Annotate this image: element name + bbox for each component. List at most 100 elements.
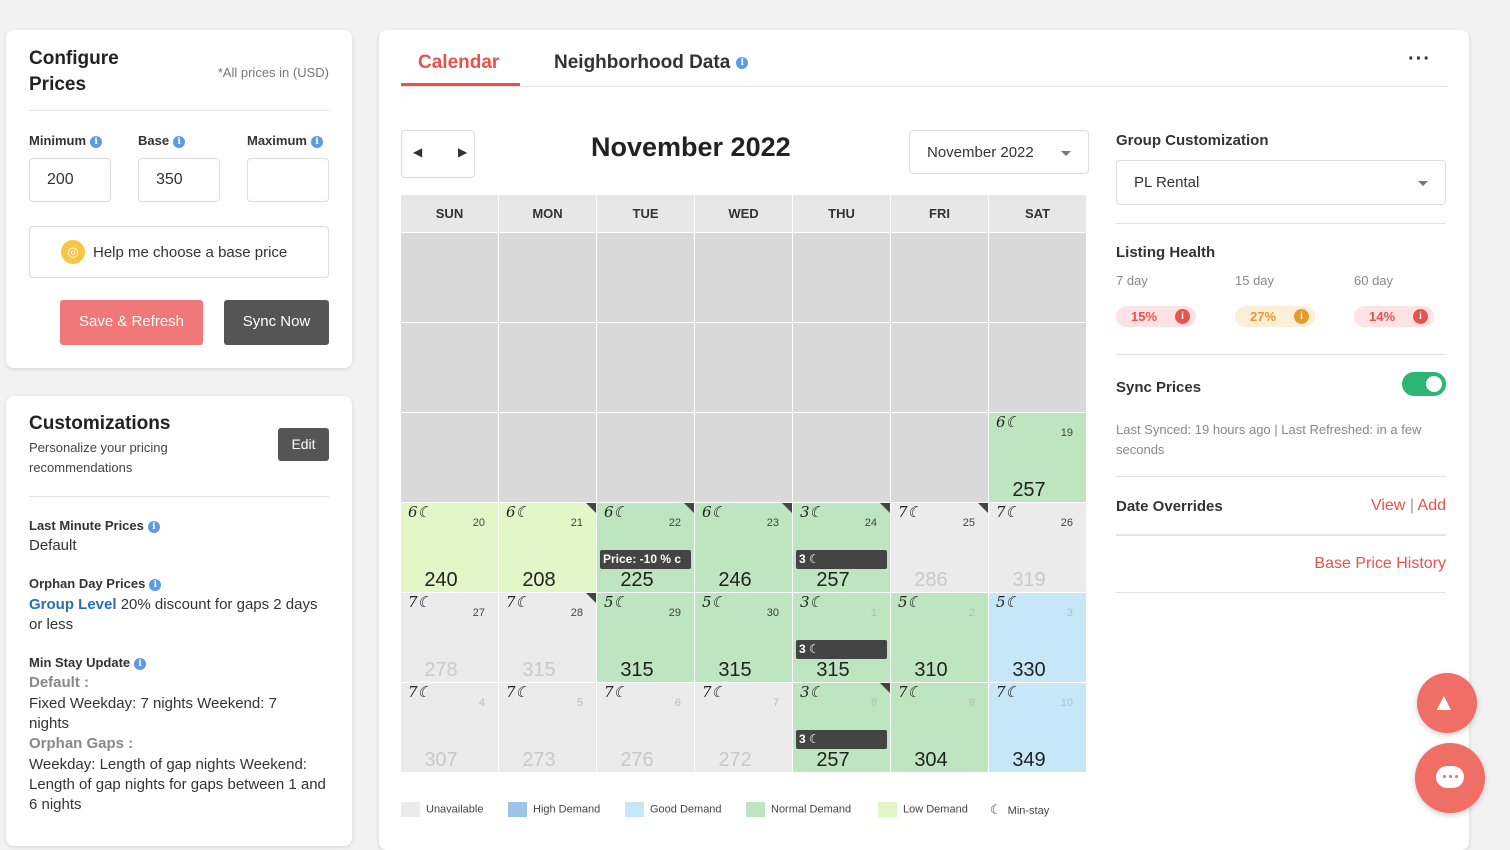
minimum-label: Minimum i: [29, 133, 103, 148]
calendar-day-cell[interactable]: 7☾ 27 278: [401, 593, 498, 682]
currency-note: *All prices in (USD): [217, 65, 329, 80]
min-stay-indicator: 6☾: [996, 413, 1019, 431]
calendar-day-cell[interactable]: 6☾ 20 240: [401, 503, 498, 592]
info-icon[interactable]: i: [90, 135, 103, 148]
divider: [29, 496, 329, 497]
weekday-header: THU: [793, 195, 890, 232]
override-badge: Price: -10 % c: [600, 550, 691, 569]
academy-button[interactable]: ▲: [1417, 673, 1477, 733]
calendar-day-cell[interactable]: 7☾ 7 272: [695, 683, 792, 772]
override-corner-icon: [782, 503, 792, 513]
sync-prices-toggle[interactable]: [1402, 372, 1446, 396]
sync-now-button[interactable]: Sync Now: [224, 300, 329, 345]
base-price-history-link[interactable]: Base Price History: [1314, 555, 1446, 572]
calendar-day-cell[interactable]: 3☾ 8 3 ☾ 257: [793, 683, 890, 772]
calendar-day-cell[interactable]: 7☾ 28 315: [499, 593, 596, 682]
info-icon[interactable]: i: [1175, 309, 1190, 324]
day-price: 276: [620, 749, 654, 771]
calendar-day-cell[interactable]: 7☾ 26 319: [989, 503, 1086, 592]
legend-item: High Demand: [508, 802, 600, 817]
more-menu-icon[interactable]: ···: [1408, 48, 1431, 70]
divider: [29, 110, 329, 111]
divider: [1116, 223, 1446, 224]
override-corner-icon: [880, 683, 890, 693]
weekday-header: FRI: [891, 195, 988, 232]
calendar-empty-cell: [695, 233, 792, 322]
group-select[interactable]: PL Rental: [1116, 160, 1446, 205]
save-refresh-button[interactable]: Save & Refresh: [60, 300, 203, 345]
minimum-price-input[interactable]: 200: [29, 158, 111, 202]
maximum-price-input[interactable]: [247, 158, 329, 202]
customizations-subtitle: Personalize your pricing recommendations: [29, 440, 168, 475]
edit-button[interactable]: Edit: [278, 428, 329, 461]
day-price: 225: [620, 569, 654, 591]
toggle-knob: [1426, 376, 1442, 392]
day-price: 257: [816, 749, 850, 771]
base-price-input[interactable]: 350: [138, 158, 220, 202]
legend-label: Min-stay: [1007, 805, 1050, 817]
calendar-day-cell[interactable]: 7☾ 4 307: [401, 683, 498, 772]
active-tab-indicator: [401, 83, 520, 86]
day-number: 21: [570, 517, 583, 529]
min-stay-indicator: 7☾: [506, 593, 529, 611]
day-number: 24: [864, 517, 877, 529]
calendar-empty-cell: [793, 233, 890, 322]
override-badge: 3 ☾: [796, 550, 887, 569]
calendar-day-cell[interactable]: 7☾ 25 286: [891, 503, 988, 592]
add-override-link[interactable]: Add: [1417, 497, 1446, 514]
calendar-empty-cell: [891, 413, 988, 502]
calendar-day-cell[interactable]: 6☾ 22 Price: -10 % c 225: [597, 503, 694, 592]
maximum-label: Maximum i: [247, 133, 323, 148]
calendar-day-cell[interactable]: 7☾ 6 276: [597, 683, 694, 772]
legend-item: Unavailable: [401, 802, 483, 817]
info-icon[interactable]: i: [173, 135, 186, 148]
calendar-day-cell[interactable]: 6☾ 23 246: [695, 503, 792, 592]
next-month-icon[interactable]: ▶: [458, 145, 468, 159]
day-number: 26: [1060, 517, 1073, 529]
orphan-gaps-label: Orphan Gaps :: [29, 735, 134, 752]
min-stay-indicator: 7☾: [604, 683, 627, 701]
day-number: 29: [668, 607, 681, 619]
month-select[interactable]: November 2022: [909, 130, 1089, 174]
legend-swatch: [401, 802, 420, 817]
tab-calendar[interactable]: Calendar: [418, 52, 500, 73]
info-icon[interactable]: i: [310, 135, 323, 148]
calendar-day-cell[interactable]: 6☾ 21 208: [499, 503, 596, 592]
day-price: 240: [424, 569, 458, 591]
calendar-day-cell[interactable]: 3☾ 1 3 ☾ 315: [793, 593, 890, 682]
calendar-day-cell[interactable]: 7☾ 9 304: [891, 683, 988, 772]
weekday-header: MON: [499, 195, 596, 232]
calendar-day-cell[interactable]: 5☾ 2 310: [891, 593, 988, 682]
tab-neighborhood-data[interactable]: Neighborhood Data i: [554, 52, 749, 74]
min-stay-indicator: 7☾: [898, 683, 921, 701]
view-overrides-link[interactable]: View: [1370, 497, 1406, 514]
day-price: 286: [914, 569, 948, 591]
help-base-price-button[interactable]: ◎ Help me choose a base price: [29, 226, 329, 278]
chat-button[interactable]: [1415, 743, 1485, 813]
calendar-day-cell[interactable]: 7☾ 5 273: [499, 683, 596, 772]
calendar-day-cell[interactable]: 6☾ 19 257: [989, 413, 1086, 502]
min-stay-indicator: 5☾: [702, 593, 725, 611]
calendar-day-cell[interactable]: 3☾ 24 3 ☾ 257: [793, 503, 890, 592]
info-icon[interactable]: i: [1294, 309, 1309, 324]
configure-prices-card: Configure Prices *All prices in (USD) Mi…: [6, 30, 352, 368]
calendar-empty-cell: [989, 233, 1086, 322]
calendar-day-cell[interactable]: 5☾ 29 315: [597, 593, 694, 682]
calendar-day-cell[interactable]: 5☾ 30 315: [695, 593, 792, 682]
min-stay-indicator: 7☾: [408, 593, 431, 611]
moon-icon: ☾: [990, 802, 1002, 817]
day-price: 315: [718, 659, 752, 681]
day-price: 315: [522, 659, 556, 681]
day-price: 307: [424, 749, 458, 771]
day-price: 315: [620, 659, 654, 681]
prev-month-icon[interactable]: ◀: [413, 145, 423, 159]
calendar-day-cell[interactable]: 7☾ 10 349: [989, 683, 1086, 772]
info-icon[interactable]: i: [147, 520, 160, 533]
info-icon[interactable]: i: [149, 578, 162, 591]
calendar-day-cell[interactable]: 5☾ 3 330: [989, 593, 1086, 682]
info-icon[interactable]: i: [736, 56, 749, 69]
info-icon[interactable]: i: [134, 657, 147, 670]
info-icon[interactable]: i: [1413, 309, 1428, 324]
group-level-link[interactable]: Group Level: [29, 596, 117, 613]
day-price: 246: [718, 569, 752, 591]
